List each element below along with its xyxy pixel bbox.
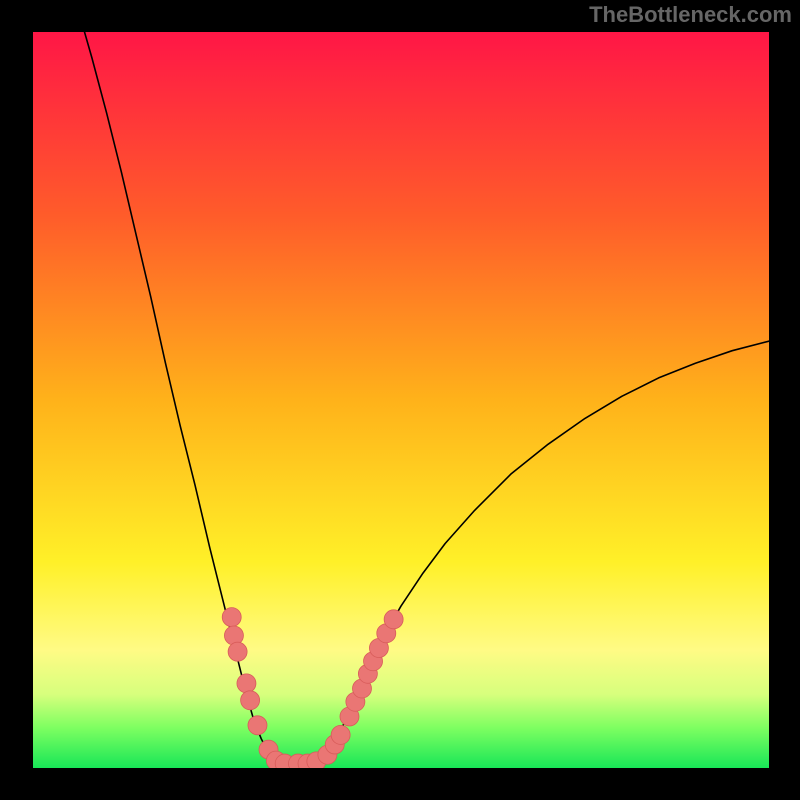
bead-point	[222, 608, 241, 627]
plot-background	[33, 32, 769, 768]
bead-point	[228, 642, 247, 661]
bead-point	[224, 626, 243, 645]
bead-point	[241, 691, 260, 710]
watermark-label: TheBottleneck.com	[589, 2, 792, 28]
bead-point	[248, 716, 267, 735]
bead-point	[237, 674, 256, 693]
bead-point	[331, 725, 350, 744]
bead-point	[384, 610, 403, 629]
